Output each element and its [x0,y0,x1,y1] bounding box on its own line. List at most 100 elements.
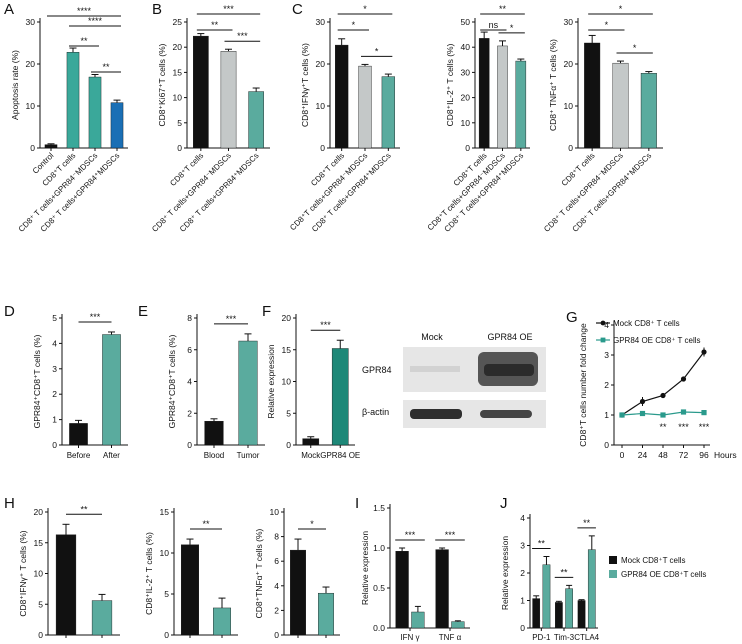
bar [584,42,601,149]
significance-label: **** [77,6,92,16]
blot-actin-oe-band [480,410,532,418]
significance-label: * [605,20,609,30]
bar [102,334,121,446]
data-point [680,409,687,415]
panel-h3: 0 2 4 6 8 10 CD8⁺TNFα⁺ T cells (%) * [254,507,340,640]
y-tick-label: 3 [520,541,525,551]
panel-letter-h: H [4,495,15,512]
blot-col-gpr84-oe: GPR84 OE [487,332,532,342]
y-axis-label: CD8⁺T cells number fold change [578,323,588,447]
panel-h1: H 0 5 10 15 20 CD8⁺IFNγ⁺ T cells (%) ** [4,495,120,640]
y-tick-label: 20 [173,42,183,52]
western-blot: Mock GPR84 OE GPR84 β-actin [362,332,546,428]
legend-marker [600,320,606,326]
bar [204,420,224,446]
y-tick-label: 5 [38,599,43,609]
panel-d: D 0 1 2 3 4 5 GPR84⁺CD8⁺T cells (%) Before After *… [4,303,128,460]
significance-label: *** [445,530,456,540]
y-tick-label: 10 [564,101,574,111]
significance-label: ** [583,518,591,528]
y-tick-label: 4 [274,581,279,591]
significance-label: **** [88,16,103,26]
y-tick-label: 2 [52,389,57,399]
y-tick-label: 0 [604,440,609,450]
x-tick-label: 96 [699,450,709,460]
y-tick-label: 15 [282,345,292,355]
panel-letter-g: G [566,309,578,326]
significance-label: *** [405,530,416,540]
category-label: CD8⁺T cells+GPR84⁻MDSCs [426,151,507,232]
significance-label: *** [699,422,710,432]
bar [565,588,573,629]
panel-j: J 0 1 2 3 4 Relative expression PD-1 ** Tim-3 ** CT… [500,495,706,642]
panel-letter-j: J [500,495,508,512]
bar [88,76,102,149]
y-tick-label: 10 [461,118,471,128]
bar [290,549,306,636]
y-tick-label: 0.0 [373,623,385,633]
bar [248,91,264,149]
significance-label: * [375,46,379,56]
y-tick-label: 0 [520,623,525,633]
y-tick-label: 10 [26,101,36,111]
blot-gpr84-oe-band-dense [484,364,534,376]
data-point [639,410,646,417]
y-tick-label: 1.5 [373,503,385,513]
data-point [680,376,687,382]
y-tick-label: 10 [34,569,44,579]
y-tick-label: 0 [286,440,291,450]
significance-label: *** [678,422,689,432]
significance-label: * [310,519,314,529]
data-point [619,412,625,418]
y-tick-label: 4 [52,338,57,348]
panel-letter-f: F [262,303,271,320]
bar [44,144,58,149]
bar [532,598,541,629]
y-tick-label: 15 [34,538,44,548]
panel-f: F 0 5 10 15 20 Relative expression Mock GPR84 OE… [262,303,360,460]
y-axis-label: Relative expression [266,344,276,418]
significance-label: *** [320,320,331,330]
category-label: CD8⁺ T cells+GPR84⁺MDSCs [443,151,526,234]
panel-letter-c: C [292,1,303,18]
y-tick-label: 30 [26,17,36,27]
y-tick-label: 3 [604,350,609,360]
y-axis-label: CD8⁺IL-2⁺ T cells (%) [144,532,154,615]
panel-e: E 0 2 4 6 8 GPR84⁺CD8⁺T cells (%) Blood Tumor *** [138,303,265,460]
significance-label: ** [102,62,110,72]
y-tick-label: 0 [465,143,470,153]
x-tick-label: 72 [679,450,689,460]
y-tick-label: 2 [274,605,279,615]
bar [515,60,527,149]
y-axis-label: CD8⁺ TNFα⁺ T cells (%) [548,39,558,131]
x-tick-label: 48 [658,450,668,460]
y-tick-label: 4 [604,320,609,330]
y-tick-label: 2 [520,568,525,578]
data-point [701,349,707,355]
bar [612,62,629,149]
bar [640,73,657,149]
y-tick-label: 1 [52,415,57,425]
legend-label: Mock CD8⁺ T cells [613,319,680,328]
y-tick-label: 0 [38,630,43,640]
legend-label: Mock CD8⁺T cells [621,556,686,565]
x-tick-label: 24 [638,450,648,460]
y-tick-label: 1.0 [373,543,385,553]
category-label: Tim-3 [554,633,575,642]
y-tick-label: 20 [564,59,574,69]
y-tick-label: 0 [320,143,325,153]
category-label: GPR84 OE [320,451,360,460]
y-axis-label: Relative expression [500,536,510,610]
y-tick-label: 2 [187,408,192,418]
significance-label: ** [202,519,210,529]
y-tick-label: 8 [187,313,192,323]
y-axis-label: CD8⁺IFNγ⁺ T cells (%) [18,530,28,616]
significance-label: ns [489,20,499,30]
bar [69,423,88,446]
y-tick-label: 50 [461,17,471,27]
significance-label: * [363,4,367,14]
panel-letter-d: D [4,303,15,320]
y-tick-label: 30 [461,67,471,77]
y-tick-label: 4 [187,377,192,387]
